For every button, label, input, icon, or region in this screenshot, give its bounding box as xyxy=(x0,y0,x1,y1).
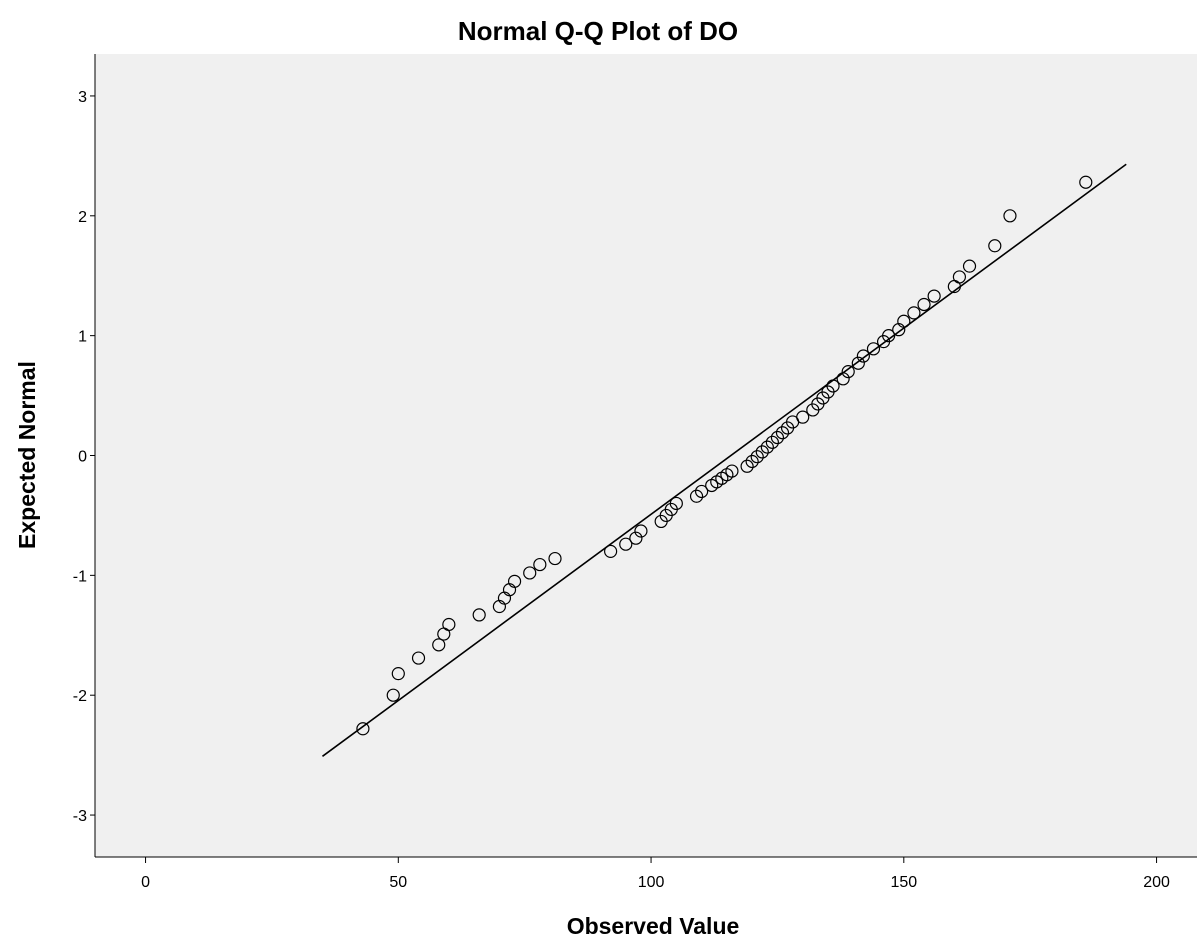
data-point xyxy=(841,365,855,379)
data-point xyxy=(755,445,769,459)
data-point xyxy=(917,297,931,312)
data-point xyxy=(695,484,709,499)
x-tick-label: 50 xyxy=(389,874,407,891)
y-axis-label: Expected Normal xyxy=(14,361,40,549)
data-point xyxy=(689,489,704,503)
data-point xyxy=(1003,209,1017,223)
data-point xyxy=(907,306,921,320)
chart-title: Normal Q-Q Plot of DO xyxy=(458,16,738,46)
data-point xyxy=(472,608,486,622)
data-point xyxy=(988,239,1002,253)
data-point xyxy=(391,667,405,681)
y-tick-label: 0 xyxy=(78,449,87,466)
x-tick-label: 0 xyxy=(141,874,150,891)
data-point xyxy=(897,314,911,328)
data-point xyxy=(533,557,547,572)
x-tick-label: 150 xyxy=(890,874,917,891)
data-point xyxy=(866,342,881,356)
data-point xyxy=(856,349,870,363)
data-point xyxy=(411,651,426,665)
data-point xyxy=(356,722,370,736)
data-point xyxy=(629,531,643,545)
data-point xyxy=(745,454,759,469)
x-tick-label: 100 xyxy=(638,874,665,891)
data-point xyxy=(770,430,785,445)
y-tick-label: 2 xyxy=(78,209,87,226)
y-tick-label: 1 xyxy=(78,329,87,346)
data-point xyxy=(962,259,977,273)
x-axis-label: Observed Value xyxy=(567,913,740,939)
reference-line xyxy=(322,163,1127,757)
data-point xyxy=(634,524,648,538)
data-point xyxy=(765,435,779,449)
data-point xyxy=(760,440,774,454)
data-point xyxy=(775,426,790,440)
data-point xyxy=(927,289,941,303)
data-point xyxy=(851,356,865,370)
data-point xyxy=(604,544,618,558)
x-tick-label: 200 xyxy=(1143,874,1170,891)
data-point xyxy=(507,574,522,588)
data-point xyxy=(826,379,840,393)
plot-area xyxy=(95,54,1197,857)
data-point xyxy=(523,566,537,580)
data-point xyxy=(740,459,754,473)
data-point xyxy=(442,617,456,632)
data-point xyxy=(882,329,896,343)
data-point xyxy=(750,450,764,464)
data-point xyxy=(619,537,633,551)
y-tick-label: -1 xyxy=(73,568,87,585)
data-point xyxy=(725,464,739,478)
data-point xyxy=(386,688,400,702)
data-point xyxy=(836,372,850,386)
data-point xyxy=(796,410,810,424)
data-point xyxy=(1079,175,1093,189)
data-point xyxy=(952,270,967,284)
data-point xyxy=(432,638,446,652)
y-tick-label: 3 xyxy=(78,89,87,106)
data-point xyxy=(548,551,562,566)
y-tick-label: -3 xyxy=(73,808,87,825)
data-point xyxy=(669,496,683,511)
data-points xyxy=(356,175,1093,736)
y-tick-label: -2 xyxy=(73,688,87,705)
y-ticks: 3 2 1 0 -1 -2 -3 xyxy=(73,89,95,825)
x-ticks: 0 50 100 150 200 xyxy=(141,857,1170,891)
